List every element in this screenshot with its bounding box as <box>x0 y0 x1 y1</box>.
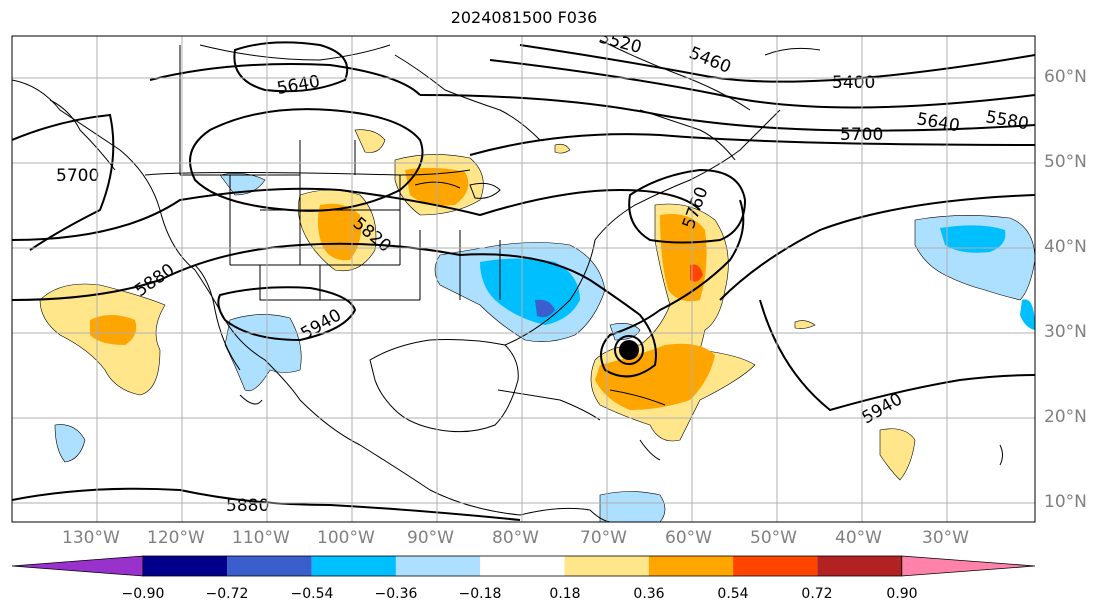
latitude-label: 50°N <box>1044 152 1087 172</box>
colorbar <box>11 555 1036 577</box>
colorbar-segment <box>227 556 312 576</box>
longitude-label: 80°W <box>492 528 539 548</box>
negative-anomaly-shading <box>54 173 1035 522</box>
colorbar-tick-label: −0.90 <box>121 586 165 602</box>
contour-label: 5700 <box>56 166 99 186</box>
graticule <box>12 36 1035 522</box>
map-title: 2024081500 F036 <box>450 8 598 27</box>
longitude-label: 110°W <box>232 528 290 548</box>
colorbar-segment <box>564 556 649 576</box>
colorbar-segment <box>11 555 144 577</box>
longitude-label: 120°W <box>147 528 205 548</box>
longitude-label: 60°W <box>665 528 712 548</box>
colorbar-tick-label: 0.18 <box>549 586 581 602</box>
colorbar-segment <box>143 556 228 576</box>
colorbar-tick-label: −0.72 <box>205 586 249 602</box>
colorbar-tick-label: −0.36 <box>374 586 418 602</box>
hurricane-center-marker <box>614 335 644 365</box>
longitude-label: 130°W <box>62 528 120 548</box>
height-contours <box>12 41 1035 521</box>
contour-label: 5400 <box>832 73 875 93</box>
latitude-label: 30°N <box>1044 322 1087 342</box>
latitude-label: 60°N <box>1044 67 1087 87</box>
longitude-label: 50°W <box>750 528 797 548</box>
colorbar-segment <box>395 556 481 576</box>
latitude-label: 10°N <box>1044 492 1087 512</box>
longitude-label: 30°W <box>922 528 969 548</box>
map-frame <box>11 35 1036 523</box>
latitude-label: 40°N <box>1044 237 1087 257</box>
longitude-label: 40°W <box>835 528 882 548</box>
colorbar-segment <box>648 556 734 576</box>
colorbar-tick-label: 0.72 <box>801 586 833 602</box>
longitude-label: 90°W <box>407 528 454 548</box>
colorbar-tick-label: −0.54 <box>290 586 334 602</box>
colorbar-segment <box>311 556 396 576</box>
longitude-label: 70°W <box>580 528 627 548</box>
colorbar-segment <box>901 555 1036 577</box>
colorbar-segment <box>733 556 818 576</box>
colorbar-tick-label: 0.36 <box>633 586 665 602</box>
colorbar-tick-label: 0.54 <box>717 586 749 602</box>
contour-label: 5880 <box>226 496 269 516</box>
longitude-label: 100°W <box>317 528 375 548</box>
colorbar-segment <box>480 556 565 576</box>
colorbar-tick-label: −0.18 <box>458 586 502 602</box>
colorbar-tick-label: 0.90 <box>886 586 918 602</box>
latitude-label: 20°N <box>1044 407 1087 427</box>
colorbar-segment <box>817 556 902 576</box>
